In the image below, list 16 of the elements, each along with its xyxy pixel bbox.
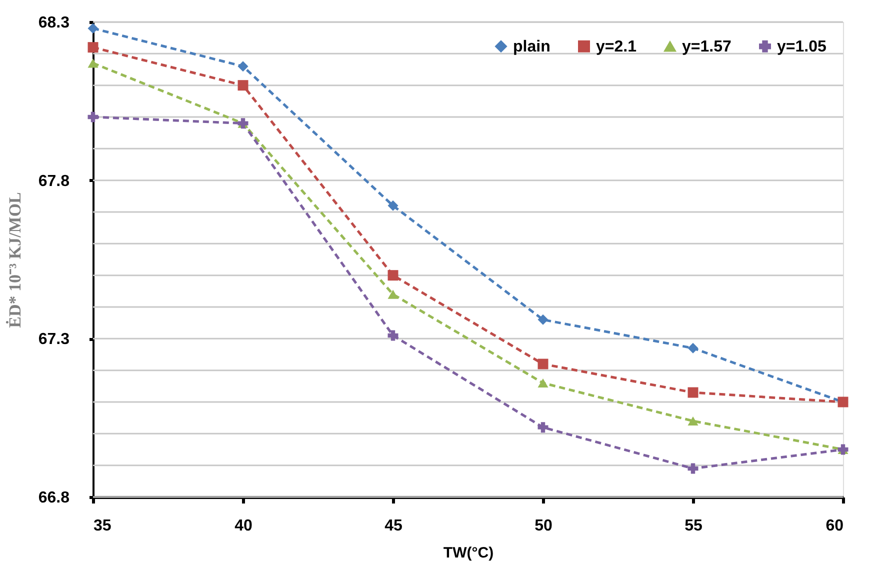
y-axis-title: ĖD* 10⁻³ KJ/MOL bbox=[5, 192, 24, 328]
y-tick-label: 66.8 bbox=[38, 490, 70, 506]
x-tick-label: 35 bbox=[94, 518, 112, 534]
x-tick-label: 45 bbox=[384, 518, 402, 534]
legend-label: y=2.1 bbox=[596, 38, 637, 56]
x-tick-label: 40 bbox=[234, 518, 252, 534]
x-tick-label: 60 bbox=[826, 518, 844, 534]
x-tick-label: 55 bbox=[684, 518, 702, 534]
x-axis-title: TW(°C) bbox=[443, 544, 494, 562]
legend-label: y=1.05 bbox=[777, 38, 826, 56]
y-tick-label: 67.8 bbox=[38, 172, 70, 190]
y-tick-label: 68.3 bbox=[38, 14, 70, 32]
x-tick-label: 50 bbox=[534, 518, 552, 534]
legend-label: y=1.57 bbox=[682, 38, 732, 56]
y-tick-label: 67.3 bbox=[38, 331, 70, 348]
legend-label: plain bbox=[513, 38, 550, 56]
